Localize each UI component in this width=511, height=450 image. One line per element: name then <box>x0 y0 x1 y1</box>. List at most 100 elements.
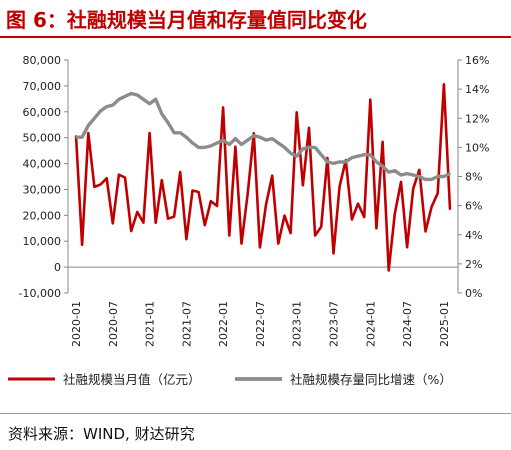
data-point <box>338 185 341 188</box>
data-point <box>87 124 90 127</box>
data-point <box>381 141 384 143</box>
data-point <box>449 172 451 175</box>
data-point <box>295 111 298 114</box>
data-point <box>369 153 372 156</box>
data-point <box>167 217 169 220</box>
data-point <box>344 161 347 163</box>
data-point <box>443 175 445 178</box>
legend-label: 社融规模存量同比增速（%） <box>290 372 452 387</box>
data-point <box>449 208 451 211</box>
data-point <box>443 83 445 86</box>
dual-axis-line-chart: -10,000 0 10,000 20,000 30,000 40,000 50,000 60… <box>8 54 489 387</box>
data-point <box>265 203 267 206</box>
data-point <box>81 136 83 138</box>
data-point <box>394 212 396 215</box>
data-point <box>75 136 77 138</box>
data-point <box>326 157 329 159</box>
data-point <box>173 132 175 134</box>
data-point <box>173 215 175 218</box>
data-point <box>111 104 114 106</box>
data-point <box>412 174 415 176</box>
chart-legend: 社融规模当月值（亿元） 社融规模存量同比增速（%） <box>8 372 452 387</box>
series-line-monthly <box>74 82 452 272</box>
data-point <box>161 113 163 115</box>
data-point <box>111 222 114 225</box>
data-point <box>136 94 139 96</box>
data-point <box>308 127 310 129</box>
data-point <box>130 230 132 232</box>
data-point <box>179 132 182 134</box>
data-point <box>118 173 120 176</box>
data-point <box>394 169 396 172</box>
y-left-tick-label: 60,000 <box>23 106 62 119</box>
chart-title: 图 6：社融规模当月值和存量值同比变化 <box>6 8 367 32</box>
data-point <box>302 184 304 187</box>
data-point <box>412 187 415 190</box>
data-point <box>289 152 292 154</box>
title-divider <box>0 36 511 38</box>
data-point <box>148 102 151 105</box>
data-point <box>93 117 96 120</box>
data-point <box>210 145 212 147</box>
data-point <box>185 136 188 138</box>
data-point <box>357 155 359 157</box>
data-point <box>381 165 384 168</box>
data-point <box>351 218 353 221</box>
data-point <box>253 134 255 137</box>
data-point <box>99 183 102 186</box>
data-point <box>295 155 298 157</box>
data-point <box>148 132 151 134</box>
y-right-tick-label: 8% <box>465 171 482 184</box>
data-point <box>387 269 390 272</box>
data-point <box>130 92 132 95</box>
data-point <box>277 142 280 144</box>
legend-label: 社融规模当月值（亿元） <box>63 372 201 387</box>
data-point <box>93 186 96 188</box>
data-point <box>259 246 261 249</box>
data-point <box>436 175 439 178</box>
data-point <box>406 172 408 175</box>
data-point <box>406 246 408 248</box>
data-point <box>265 139 267 141</box>
y-right-tick-label: 16% <box>465 54 489 67</box>
y-right-tick-label: 12% <box>465 112 489 125</box>
data-point <box>228 234 231 237</box>
data-point <box>320 225 323 228</box>
data-point <box>161 179 163 181</box>
y-left-tick-label: 30,000 <box>23 183 62 196</box>
data-point <box>105 105 108 108</box>
y-left-tick-label: 70,000 <box>23 80 62 93</box>
data-point <box>222 106 224 109</box>
data-point <box>259 136 261 138</box>
data-point <box>338 161 341 163</box>
data-point <box>246 192 249 195</box>
data-point <box>87 132 90 134</box>
data-point <box>210 200 212 202</box>
data-point <box>253 132 255 135</box>
data-point <box>246 139 249 141</box>
data-point <box>400 174 402 176</box>
data-point <box>185 238 188 240</box>
data-point <box>430 178 433 181</box>
data-point <box>283 146 286 149</box>
data-point <box>216 142 218 144</box>
data-point <box>191 142 194 144</box>
data-point <box>124 176 126 179</box>
source-note: 资料来源：WIND, 财达研究 <box>8 425 195 443</box>
data-point <box>332 252 335 255</box>
y-right-tick-label: 0% <box>465 287 482 300</box>
data-point <box>197 191 200 193</box>
data-point <box>400 181 402 183</box>
data-point <box>234 145 237 148</box>
data-point <box>436 192 439 195</box>
data-point <box>289 232 292 234</box>
y-right-tick-label: 4% <box>465 229 482 242</box>
data-point <box>369 98 372 101</box>
data-point <box>375 227 378 230</box>
data-point <box>124 95 126 98</box>
y-right-tick-label: 6% <box>465 200 482 213</box>
data-point <box>142 98 145 101</box>
data-point <box>351 156 353 159</box>
data-point <box>332 162 335 165</box>
y-right-tick-label: 2% <box>465 258 482 271</box>
